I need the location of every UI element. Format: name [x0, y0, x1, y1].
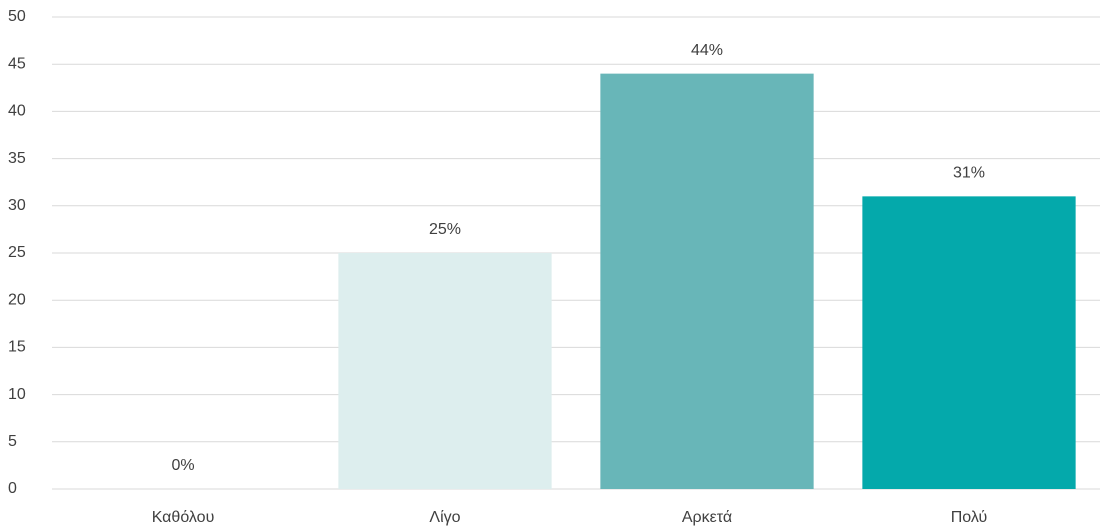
y-tick-label: 20 — [8, 291, 26, 308]
value-label: 25% — [429, 221, 461, 238]
x-tick-label: Αρκετά — [682, 509, 732, 526]
y-tick-label: 15 — [8, 339, 26, 356]
y-tick-label: 45 — [8, 55, 26, 72]
x-tick-label: Λίγο — [429, 509, 460, 526]
x-tick-label: Πολύ — [951, 509, 988, 526]
x-tick-label: Καθόλου — [152, 509, 215, 526]
y-tick-label: 40 — [8, 103, 26, 120]
y-tick-label: 5 — [8, 433, 17, 450]
bar — [338, 253, 552, 489]
y-tick-label: 30 — [8, 197, 26, 214]
value-label: 0% — [171, 457, 194, 474]
y-tick-label: 10 — [8, 386, 26, 403]
y-tick-label: 50 — [8, 8, 26, 25]
y-tick-label: 35 — [8, 150, 26, 167]
bar — [862, 196, 1076, 490]
bar — [600, 73, 814, 489]
y-tick-label: 0 — [8, 480, 17, 497]
value-label: 44% — [691, 42, 723, 59]
value-label: 31% — [953, 165, 985, 182]
y-tick-label: 25 — [8, 244, 26, 261]
